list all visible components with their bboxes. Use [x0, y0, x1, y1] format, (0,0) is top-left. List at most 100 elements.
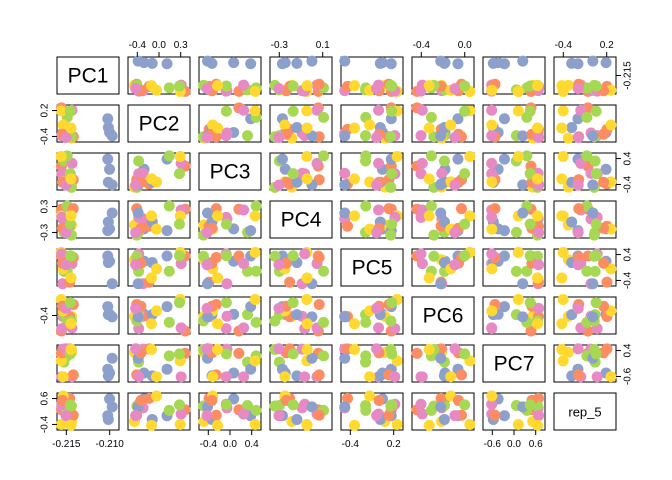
data-point — [572, 179, 584, 191]
data-point — [174, 419, 186, 431]
panel-points-0-3 — [269, 55, 330, 97]
data-point — [102, 225, 114, 237]
tick-label: -0.215 — [623, 61, 634, 90]
data-point — [306, 55, 318, 67]
data-point — [517, 278, 529, 290]
panel-points-2-4 — [339, 150, 403, 193]
data-point — [106, 278, 118, 290]
data-point — [175, 408, 187, 420]
tick-label: 0.6 — [40, 391, 51, 405]
data-point — [533, 259, 545, 271]
data-point — [287, 399, 299, 411]
data-point — [411, 347, 423, 359]
data-point — [291, 309, 303, 321]
data-point — [531, 318, 543, 330]
diag-label-PC5: PC5 — [352, 257, 393, 280]
data-point — [311, 104, 323, 116]
data-point — [605, 119, 617, 131]
data-point — [220, 297, 232, 309]
tick-label: -0.4 — [413, 40, 431, 51]
data-point — [249, 247, 261, 259]
data-point — [273, 259, 285, 271]
data-point — [587, 278, 599, 290]
data-point — [349, 210, 361, 222]
data-point — [212, 272, 224, 284]
data-point — [531, 173, 543, 185]
panel-1-1 — [127, 104, 191, 143]
data-point — [452, 113, 464, 125]
data-point — [360, 150, 372, 162]
data-point — [524, 250, 536, 262]
data-point — [572, 343, 584, 355]
panel-points-1-5 — [411, 102, 476, 144]
data-point — [249, 105, 261, 117]
data-point — [517, 55, 529, 67]
panel-points-5-2 — [197, 293, 262, 337]
data-point — [556, 210, 568, 222]
data-point — [531, 122, 543, 134]
data-point — [212, 122, 224, 134]
data-point — [435, 207, 447, 219]
data-point — [245, 58, 257, 70]
data-point — [238, 104, 250, 116]
panel-points-4-6 — [486, 247, 545, 290]
data-point — [486, 84, 498, 96]
data-point — [201, 302, 213, 314]
data-point — [533, 227, 545, 239]
panel-0-0 — [56, 56, 120, 95]
data-point — [383, 409, 395, 421]
data-point — [301, 318, 313, 330]
panel-4-4 — [340, 248, 404, 287]
data-point — [250, 404, 262, 416]
data-point — [146, 57, 158, 69]
data-point — [339, 207, 351, 219]
panel-5-5 — [411, 296, 475, 335]
data-point — [104, 163, 116, 175]
data-point — [581, 150, 593, 162]
data-point — [415, 85, 427, 97]
data-point — [212, 210, 224, 222]
data-point — [449, 343, 461, 355]
data-point — [386, 348, 398, 360]
tick-label: 0.0 — [223, 439, 237, 450]
data-point — [145, 272, 157, 284]
data-point — [65, 318, 77, 330]
data-point — [106, 311, 118, 323]
data-point — [489, 203, 501, 215]
data-point — [145, 419, 157, 431]
data-point — [449, 179, 461, 191]
data-point — [517, 179, 529, 191]
data-point — [557, 355, 569, 367]
data-point — [145, 173, 157, 185]
data-point — [371, 410, 383, 422]
data-point — [572, 259, 584, 271]
panel-points-5-6 — [486, 293, 545, 337]
data-point — [360, 130, 372, 142]
data-point — [163, 265, 175, 277]
data-point — [423, 272, 435, 284]
data-point — [385, 131, 397, 143]
diag-label-PC1: PC1 — [68, 65, 109, 88]
data-point — [279, 119, 291, 131]
data-point — [287, 297, 299, 309]
data-point — [55, 419, 67, 431]
data-point — [132, 207, 144, 219]
data-point — [206, 394, 218, 406]
data-point — [601, 276, 613, 288]
data-point — [486, 130, 498, 142]
data-point — [161, 250, 173, 262]
data-point — [130, 302, 142, 314]
data-point — [383, 203, 395, 215]
panel-3-2 — [198, 200, 262, 239]
diag-label-PC4: PC4 — [281, 209, 322, 232]
data-point — [55, 105, 67, 117]
data-point — [349, 80, 361, 92]
panel-2-6 — [482, 152, 546, 191]
data-point — [566, 57, 578, 69]
data-point — [132, 311, 144, 323]
tick-label: 0.6 — [529, 439, 543, 450]
data-point — [145, 80, 157, 92]
diag-label-rep_5: rep_5 — [568, 405, 601, 420]
data-point — [313, 369, 325, 381]
